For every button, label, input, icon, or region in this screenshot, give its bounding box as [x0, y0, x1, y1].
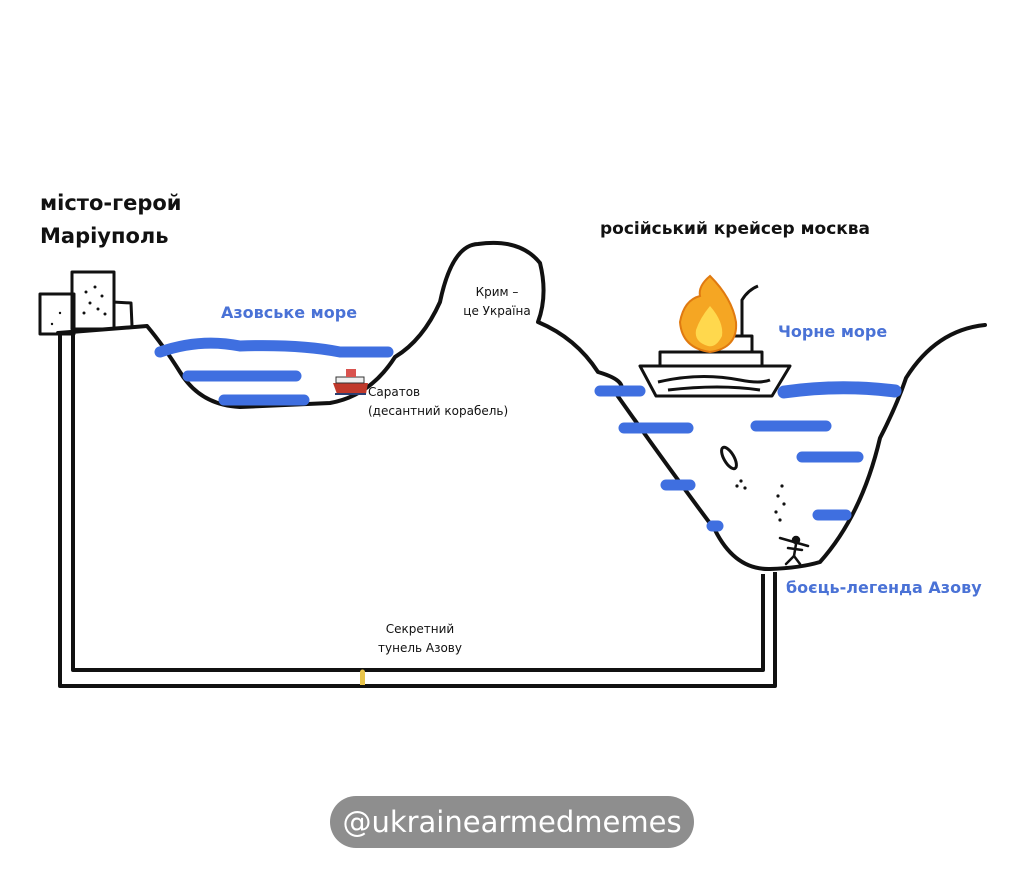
sunken-wreck — [720, 445, 747, 490]
city-label-line2: Маріуполь — [40, 224, 169, 248]
mariupol-buildings — [38, 270, 134, 336]
crimea-label-line1: Крим – — [475, 285, 519, 299]
black-sea-label: Чорне море — [778, 322, 888, 341]
city-label: місто-герой Маріуполь — [40, 187, 182, 253]
crimea-label: Крим – це Україна — [458, 283, 536, 321]
tunnel-label-line2: тунель Азову — [378, 641, 462, 655]
fighter-label: боєць-легенда Азову — [786, 578, 982, 597]
fire-icon — [678, 274, 738, 354]
saratov-label-line2: (десантний корабель) — [368, 404, 509, 418]
diver-icon — [774, 484, 810, 566]
black-sea-water — [594, 381, 902, 532]
crimea-label-line2: це Україна — [463, 304, 531, 318]
cruiser-moskva — [638, 284, 792, 398]
saratov-label: Саратов (десантний корабель) — [368, 383, 508, 421]
saratov-label-line1: Саратов — [368, 385, 421, 399]
ship-icon — [333, 369, 368, 395]
tunnel-label-line1: Секретний — [385, 622, 455, 636]
watermark-handle: @ukrainearmedmemes — [330, 796, 694, 848]
azov-sea-label: Азовське море — [221, 303, 358, 322]
azov-water — [154, 337, 394, 406]
secret-tunnel — [58, 335, 777, 688]
tunnel-figure — [360, 669, 365, 685]
city-label-line1: місто-герой — [40, 191, 182, 215]
tunnel-label: Секретний тунель Азову — [360, 620, 480, 658]
cruiser-label: російський крейсер москва — [600, 219, 871, 239]
